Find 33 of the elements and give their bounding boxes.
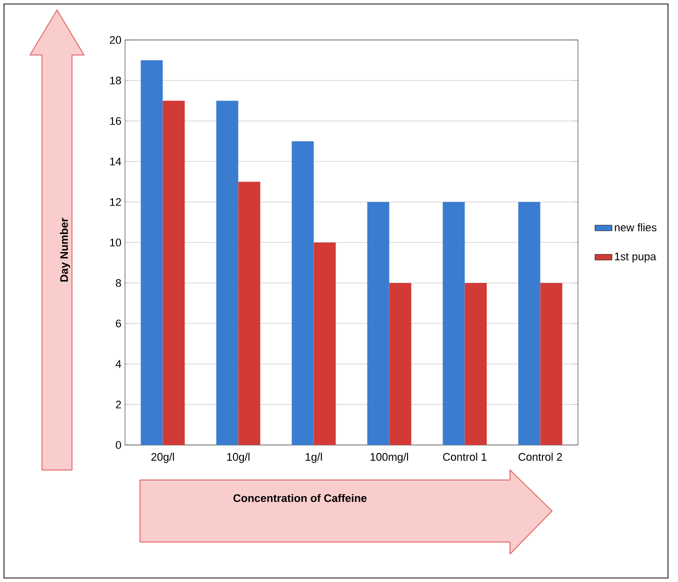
bar [518, 202, 540, 445]
y-tick-label: 10 [110, 238, 122, 246]
bar [216, 100, 238, 445]
y-tick-label: 20 [110, 36, 122, 44]
bar [367, 202, 390, 445]
bar [162, 100, 185, 445]
x-tick-label: 20g/l [151, 452, 174, 463]
x-tick-label: 10g/l [227, 452, 250, 463]
y-tick-label: 4 [116, 360, 122, 368]
legend-label: new flies [614, 223, 656, 232]
bar [292, 141, 314, 445]
legend-label: 1st pupa [615, 252, 656, 262]
y-axis-title: Day Number [60, 218, 70, 282]
y-tick-label: 14 [110, 158, 122, 166]
x-tick-label: 1g/l [306, 452, 322, 463]
x-axis-title: Concentration of Caffeine [233, 494, 367, 502]
y-tick-label: 8 [116, 279, 121, 287]
bar [464, 282, 487, 445]
bar [314, 242, 336, 445]
y-tick-label: 0 [116, 441, 122, 449]
x-tick-label: 100mg/l [370, 452, 408, 463]
y-tick-label: 12 [110, 198, 121, 206]
y-tick-label: 6 [116, 320, 121, 328]
y-tick-label: 18 [110, 76, 121, 84]
y-tick-label: 2 [116, 400, 121, 408]
bar [140, 60, 163, 445]
bar [389, 282, 412, 445]
y-tick-label: 16 [110, 117, 121, 125]
x-tick-label: Control 1 [443, 452, 486, 461]
bar [540, 282, 562, 445]
bar [238, 182, 260, 445]
bar [442, 202, 465, 445]
x-tick-label: Control 2 [518, 452, 562, 461]
